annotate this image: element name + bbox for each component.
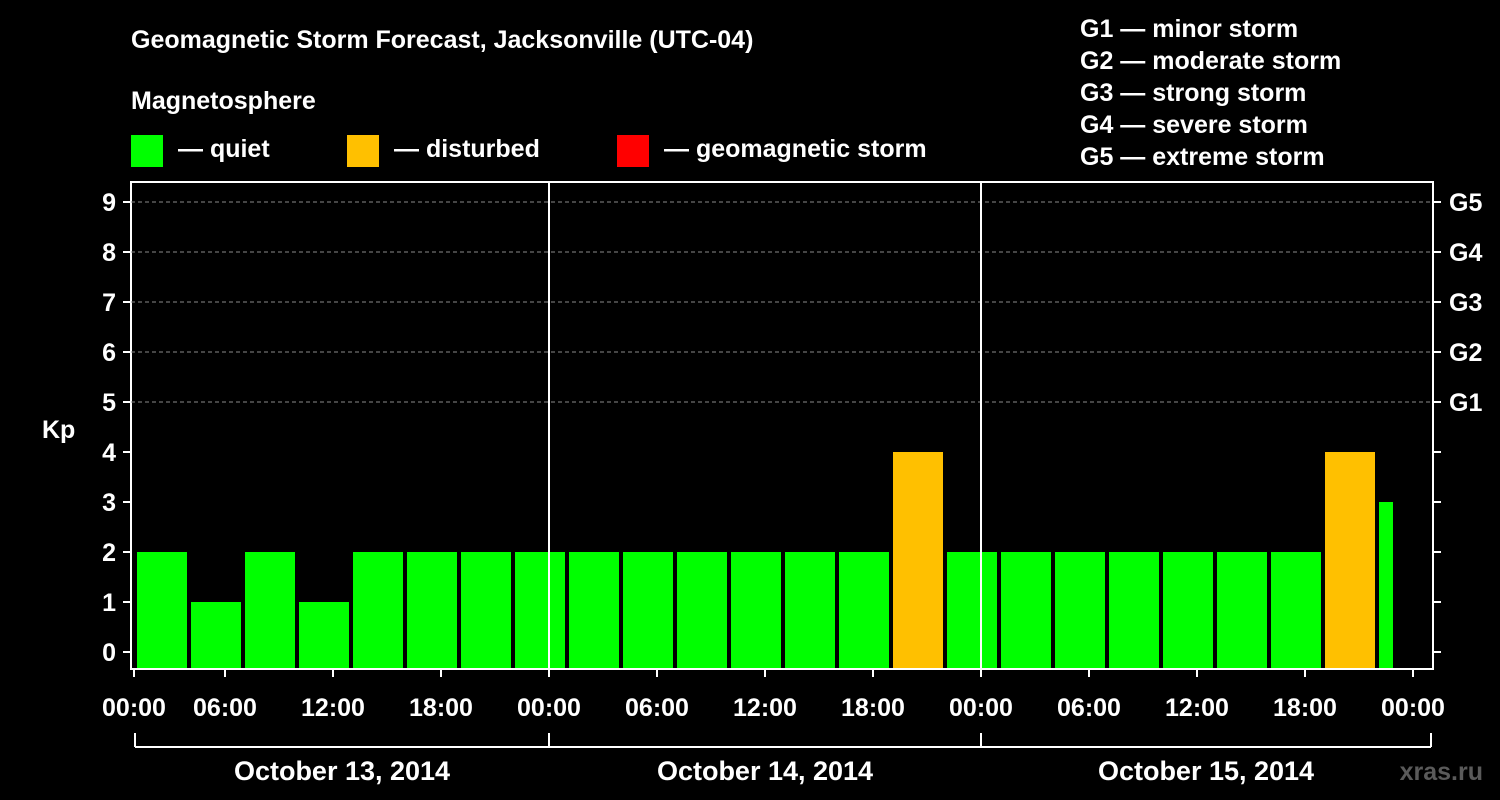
kp-bar-23: [1325, 452, 1375, 668]
x-tick-label-1: 06:00: [193, 694, 257, 722]
y-tick-label-6: 6: [102, 339, 116, 367]
kp-bar-20: [1163, 552, 1213, 668]
kp-bar-2: [191, 602, 241, 668]
y-tick-label-4: 4: [102, 439, 116, 467]
y-tick-label-0: 0: [102, 639, 116, 667]
y-tick-label-7: 7: [102, 289, 116, 317]
storm-scale-g2: G2 — moderate storm: [1080, 47, 1341, 75]
kp-bar-3: [245, 552, 295, 668]
legend-label-quiet: — quiet: [178, 135, 270, 163]
kp-bar-18: [1055, 552, 1105, 668]
kp-bar-6: [407, 552, 457, 668]
kp-bar-22: [1271, 552, 1321, 668]
kp-bar-12: [731, 552, 781, 668]
right-axis-label-g5: G5: [1449, 189, 1482, 217]
x-tick-label-3: 18:00: [409, 694, 473, 722]
watermark: xras.ru: [1400, 758, 1483, 786]
y-axis-g-scale: G1 G2 G3 G4 G5: [1433, 189, 1482, 653]
x-tick-label-8: 00:00: [949, 694, 1013, 722]
right-axis-label-g3: G3: [1449, 289, 1482, 317]
y-axis-label: Kp: [42, 416, 75, 444]
storm-scale-g5: G5 — extreme storm: [1080, 143, 1325, 171]
x-tick-label-11: 18:00: [1273, 694, 1337, 722]
day-label-2: October 15, 2014: [1098, 756, 1314, 786]
right-axis-label-g2: G2: [1449, 339, 1482, 367]
day-label-0: October 13, 2014: [234, 756, 450, 786]
legend-swatch-quiet: [131, 135, 163, 167]
x-tick-label-4: 00:00: [517, 694, 581, 722]
x-tick-label-0: 00:00: [102, 694, 166, 722]
kp-bar-19: [1109, 552, 1159, 668]
bars: [137, 452, 1393, 668]
kp-bar-13: [785, 552, 835, 668]
right-axis-label-g1: G1: [1449, 389, 1482, 417]
chart-title: Geomagnetic Storm Forecast, Jacksonville…: [131, 26, 753, 54]
x-tick-label-9: 06:00: [1057, 694, 1121, 722]
kp-bar-21: [1217, 552, 1267, 668]
x-tick-label-5: 06:00: [625, 694, 689, 722]
gridlines: [131, 201, 1433, 403]
kp-bar-1: [137, 552, 187, 668]
y-tick-label-8: 8: [102, 239, 116, 267]
day-brackets: October 13, 2014 October 14, 2014 October …: [134, 733, 1432, 786]
right-axis-label-g4: G4: [1449, 239, 1482, 267]
storm-scale-legend: G1 — minor storm G2 — moderate storm G3 …: [1080, 15, 1341, 171]
y-tick-label-9: 9: [102, 189, 116, 217]
kp-bar-15: [893, 452, 943, 668]
x-tick-label-10: 12:00: [1165, 694, 1229, 722]
kp-bar-4: [299, 602, 349, 668]
y-tick-label-3: 3: [102, 489, 116, 517]
kp-bar-10: [623, 552, 673, 668]
y-axis-kp: 0 1 2 3 4 5 6 7 8 9: [102, 189, 131, 667]
storm-scale-g4: G4 — severe storm: [1080, 111, 1308, 139]
kp-bar-8: [515, 552, 565, 668]
kp-bar-16: [947, 552, 997, 668]
y-tick-label-1: 1: [102, 589, 116, 617]
x-tick-label-2: 12:00: [301, 694, 365, 722]
kp-bar-7: [461, 552, 511, 668]
y-tick-label-5: 5: [102, 389, 116, 417]
kp-bar-11: [677, 552, 727, 668]
day-boundaries: [548, 182, 982, 669]
x-tick-label-6: 12:00: [733, 694, 797, 722]
kp-bar-17: [1001, 552, 1051, 668]
legend-label-storm: — geomagnetic storm: [664, 135, 927, 163]
storm-scale-g1: G1 — minor storm: [1080, 15, 1298, 43]
legend-swatch-disturbed: [347, 135, 379, 167]
plot-frame: [130, 181, 1434, 670]
day-label-1: October 14, 2014: [657, 756, 873, 786]
x-tick-label-12: 00:00: [1381, 694, 1445, 722]
kp-bar-14: [839, 552, 889, 668]
chart-header: Geomagnetic Storm Forecast, Jacksonville…: [131, 26, 927, 167]
x-axis-time: 00:00 06:00 12:00 18:00 00:00 06:00 12:00 18:00…: [102, 669, 1445, 722]
x-tick-label-7: 18:00: [841, 694, 905, 722]
legend-swatch-storm: [617, 135, 649, 167]
kp-bar-24: [1379, 502, 1393, 668]
kp-bar-9: [569, 552, 619, 668]
kp-bar-5: [353, 552, 403, 668]
storm-scale-g3: G3 — strong storm: [1080, 79, 1306, 107]
y-tick-label-2: 2: [102, 539, 116, 567]
legend-heading: Magnetosphere: [131, 87, 316, 115]
legend-label-disturbed: — disturbed: [394, 135, 540, 163]
